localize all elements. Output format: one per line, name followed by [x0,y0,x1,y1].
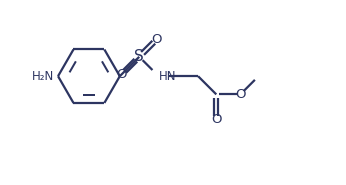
Text: O: O [211,113,221,126]
Text: HN: HN [158,70,176,83]
Text: O: O [235,88,246,101]
Text: H₂N: H₂N [32,70,54,83]
Text: S: S [134,49,144,64]
Text: O: O [152,33,162,46]
Text: O: O [117,68,127,81]
